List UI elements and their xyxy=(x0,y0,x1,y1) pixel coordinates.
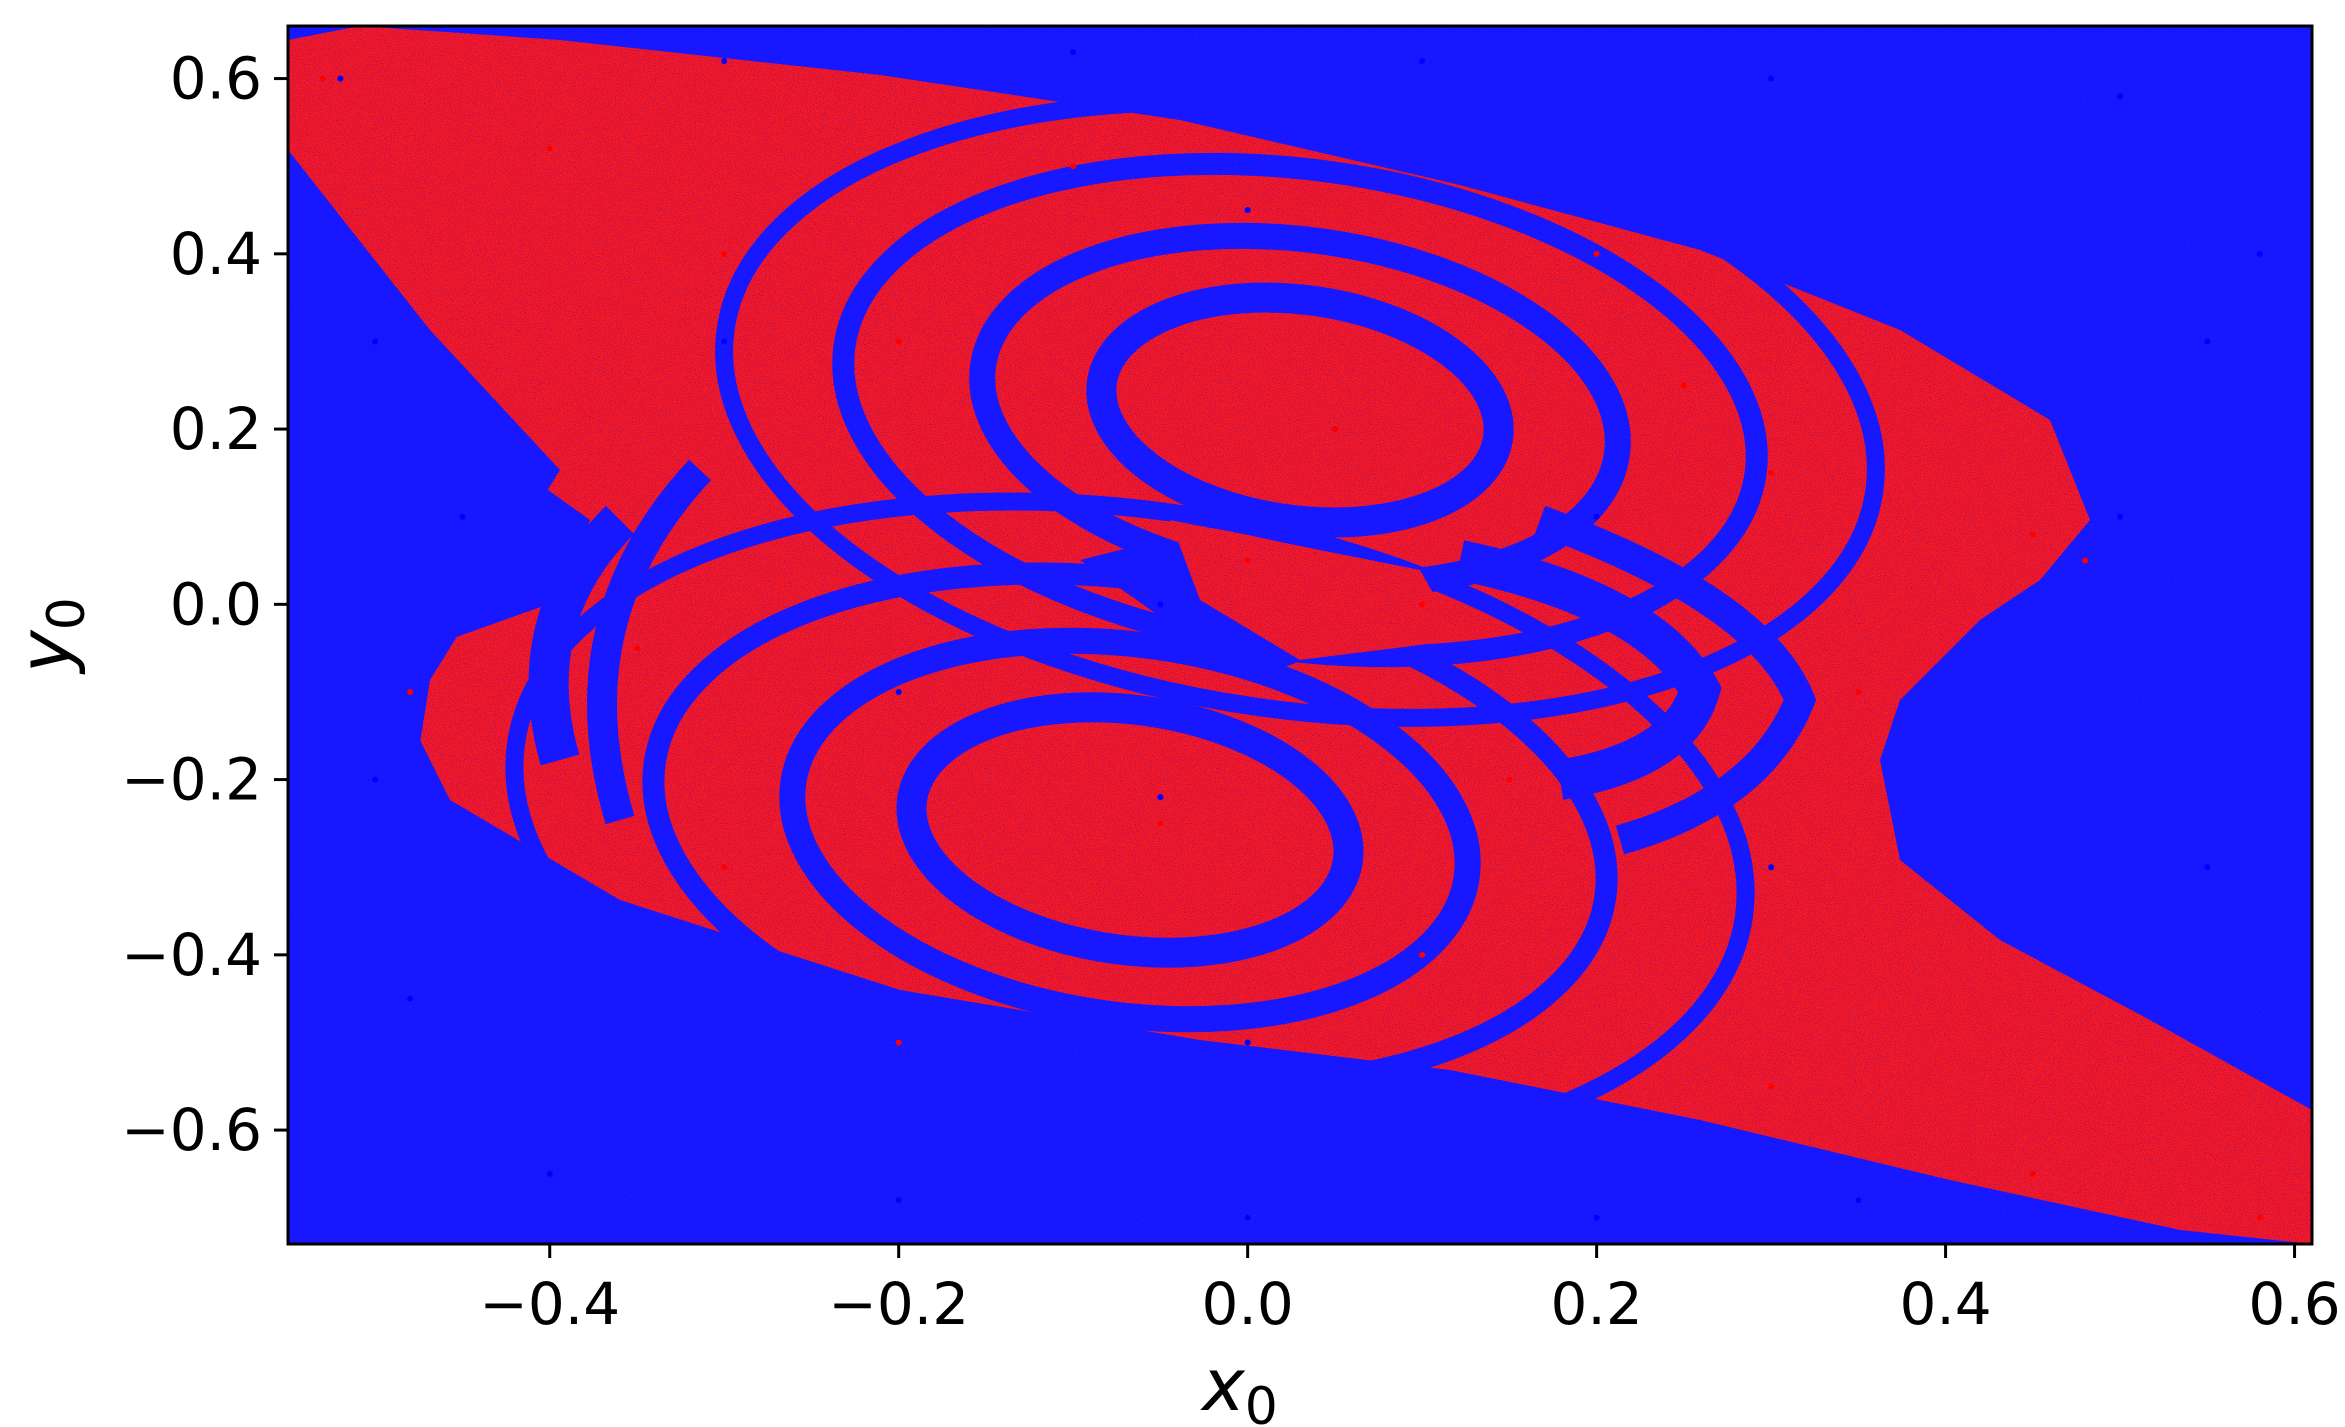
scatter-point-red xyxy=(2256,1214,2263,1221)
scatter-point-blue xyxy=(1244,207,1251,214)
plot-frame xyxy=(286,24,2314,1246)
x-tick-label: −0.2 xyxy=(828,1270,969,1338)
scatter-point-red xyxy=(1593,250,1600,257)
y-tick-label: 0.0 xyxy=(170,570,262,638)
scatter-point-blue xyxy=(721,58,728,65)
scatter-point-red xyxy=(319,75,326,82)
scatter-point-red xyxy=(1419,601,1426,608)
scatter-point-red xyxy=(1070,163,1077,170)
scatter-point-blue xyxy=(1244,1039,1251,1046)
scatter-point-blue xyxy=(1855,1197,1862,1204)
scatter-point-blue xyxy=(2117,513,2124,520)
scatter-point-blue xyxy=(895,1197,902,1204)
scatter-point-red xyxy=(2029,1170,2036,1177)
scatter-point-red xyxy=(546,145,553,152)
scatter-point-blue xyxy=(1157,601,1164,608)
y-axis-label: y0 xyxy=(3,597,97,675)
scatter-point-red xyxy=(1855,688,1862,695)
x-axis-label-subscript: 0 xyxy=(1245,1377,1278,1427)
scatter-point-blue xyxy=(721,338,728,345)
scatter-point-red xyxy=(1680,382,1687,389)
scatter-point-red xyxy=(1768,469,1775,476)
x-tick-label: −0.4 xyxy=(479,1270,620,1338)
scatter-point-blue xyxy=(1593,1214,1600,1221)
y-tick-label: 0.2 xyxy=(170,395,262,463)
scatter-point-blue xyxy=(1768,864,1775,871)
scatter-point-blue xyxy=(546,1170,553,1177)
scatter-point-red xyxy=(721,864,728,871)
scatter-point-red xyxy=(2082,557,2089,564)
scatter-point-blue xyxy=(372,776,379,783)
scatter-point-blue xyxy=(1244,1214,1251,1221)
scatter-point-red xyxy=(895,1039,902,1046)
scatter-point-blue xyxy=(1593,513,1600,520)
y-tick-label: 0.6 xyxy=(170,45,262,113)
x-tick-label: 0.4 xyxy=(1899,1270,1991,1338)
scatter-point-blue xyxy=(1768,75,1775,82)
scatter-point-red xyxy=(2029,531,2036,538)
scatter-point-blue xyxy=(337,75,344,82)
x-tick-label: 0.6 xyxy=(2248,1270,2340,1338)
scatter-point-blue xyxy=(2204,864,2211,871)
scatter-point-red xyxy=(1331,426,1338,433)
scatter-point-blue xyxy=(1157,794,1164,801)
scatter-point-red xyxy=(895,338,902,345)
scatter-point-red xyxy=(633,645,640,652)
scatter-point-red xyxy=(1244,557,1251,564)
scatter-point-red xyxy=(407,688,414,695)
scatter-point-blue xyxy=(2204,338,2211,345)
scatter-point-blue xyxy=(407,995,414,1002)
scatter-point-red xyxy=(1768,1083,1775,1090)
x-tick-label: 0.2 xyxy=(1550,1270,1642,1338)
x-tick-label: 0.0 xyxy=(1202,1270,1294,1338)
scatter-point-red xyxy=(721,250,728,257)
scatter-point-blue xyxy=(459,513,466,520)
scatter-point-red xyxy=(1419,951,1426,958)
y-axis-label-subscript: 0 xyxy=(37,597,97,630)
scatter-texture xyxy=(288,26,2312,1244)
scatter-point-blue xyxy=(895,688,902,695)
y-tick-label: 0.4 xyxy=(170,220,262,288)
scatter-point-red xyxy=(1506,776,1513,783)
x-axis: −0.4 −0.2 0.0 0.2 0.4 0.6 xyxy=(479,1244,2341,1338)
scatter-point-blue xyxy=(1419,58,1426,65)
y-tick-label: −0.2 xyxy=(121,746,262,814)
y-tick-label: −0.6 xyxy=(121,1096,262,1164)
scatter-point-blue xyxy=(1070,49,1077,56)
plot-area xyxy=(288,26,2312,1244)
x-axis-label: x0 xyxy=(1200,1343,1278,1427)
y-axis: −0.6 −0.4 −0.2 0.0 0.2 0.4 0.6 xyxy=(121,45,288,1164)
scatter-point-red xyxy=(1157,820,1164,827)
scatter-point-blue xyxy=(372,338,379,345)
y-tick-label: −0.4 xyxy=(121,921,262,989)
scatter-points xyxy=(319,49,2263,1221)
scatter-point-blue xyxy=(2117,93,2124,100)
scatter-point-blue xyxy=(2256,250,2263,257)
